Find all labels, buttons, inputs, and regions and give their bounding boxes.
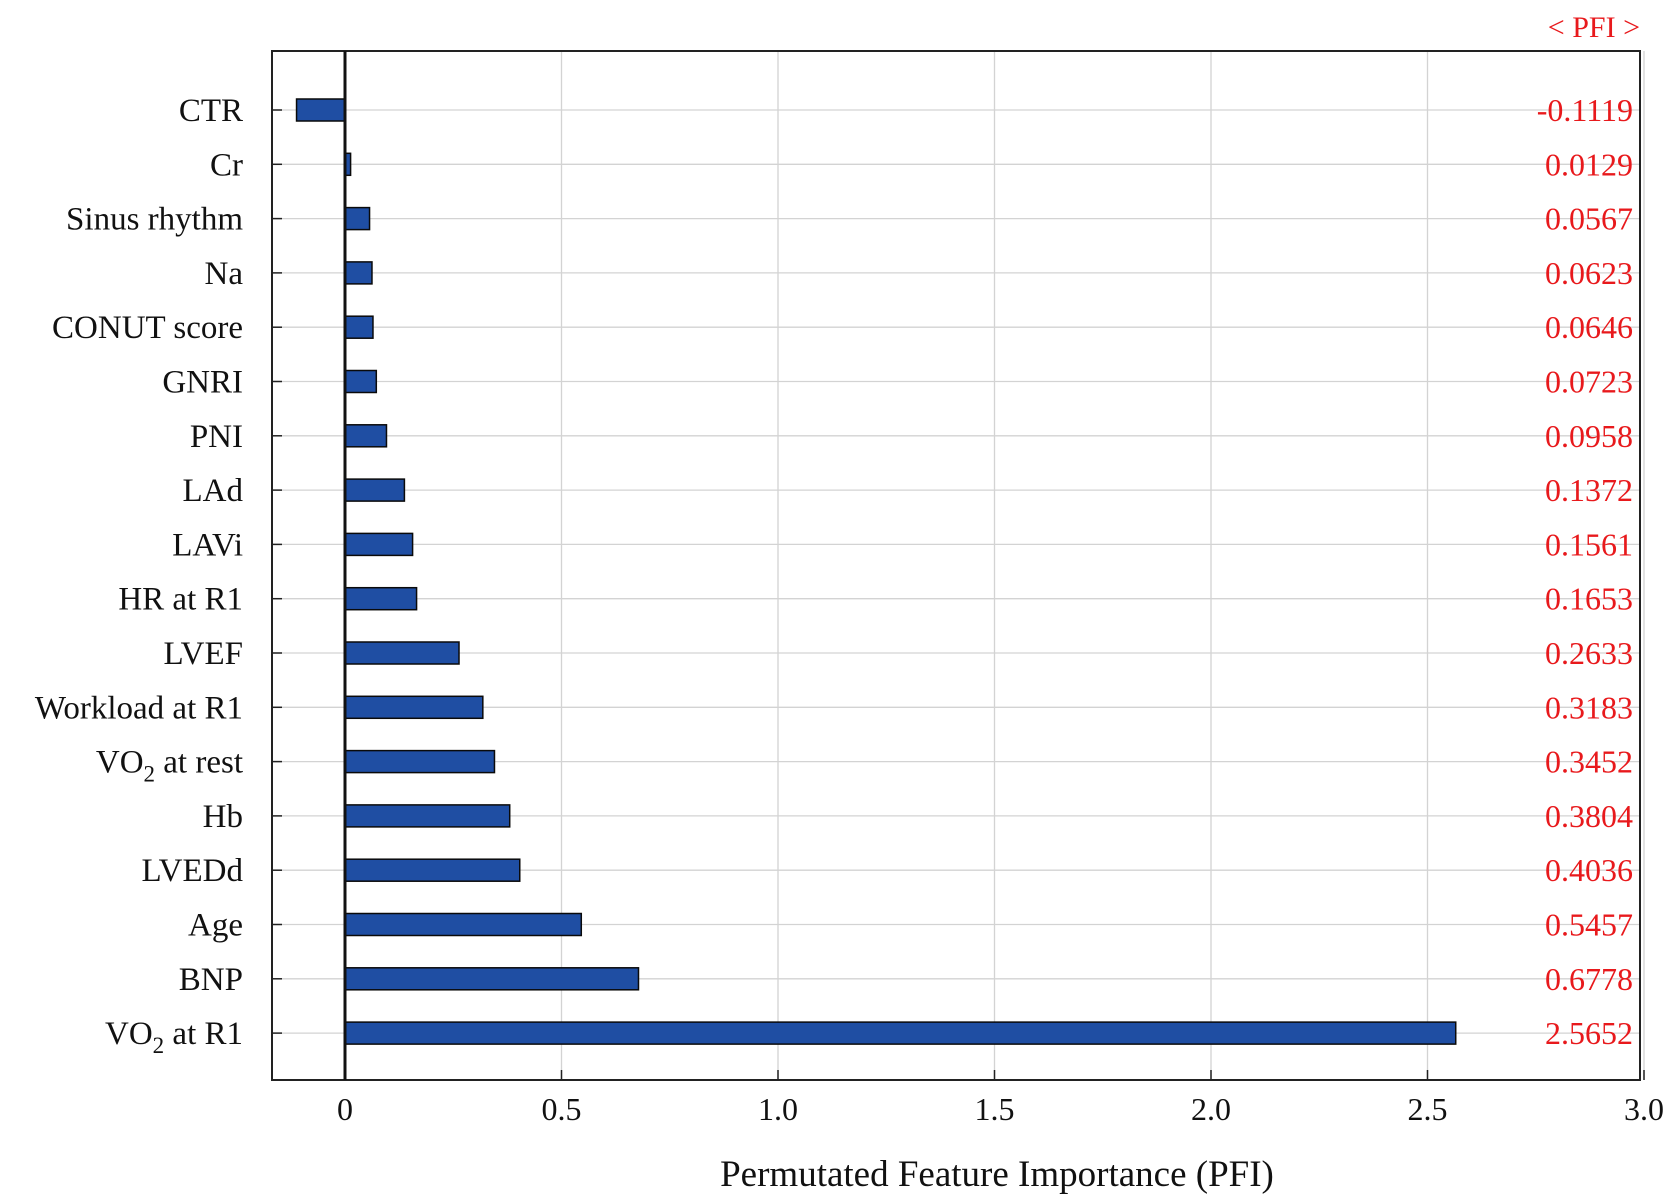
x-tick-label: 0.5 [542, 1091, 582, 1127]
bar [344, 695, 484, 720]
bar [344, 369, 378, 394]
value-label: -0.1119 [1537, 92, 1633, 128]
category-label: LVEF [164, 636, 243, 672]
plot-frame [271, 50, 1641, 1081]
category-label: Workload at R1 [35, 690, 243, 726]
grid-layer [272, 51, 1645, 1080]
category-label: BNP [179, 962, 243, 998]
x-tick-label: 3.0 [1624, 1091, 1664, 1127]
bar [344, 749, 496, 774]
value-label: 0.1372 [1545, 472, 1633, 508]
bar [344, 478, 406, 502]
bar [344, 424, 388, 448]
bar [344, 315, 374, 339]
value-label: 0.0129 [1545, 146, 1633, 182]
category-label: CTR [179, 93, 243, 129]
value-label: 0.0958 [1545, 418, 1633, 454]
category-label: Sinus rhythm [66, 202, 243, 238]
value-label: 0.0646 [1545, 309, 1633, 345]
category-label: GNRI [162, 365, 243, 401]
value-column-header: < PFI > [1548, 11, 1640, 44]
value-label: 0.3804 [1545, 798, 1633, 834]
category-label: LVEDd [142, 853, 244, 889]
category-label: Hb [203, 799, 243, 835]
category-label: HR at R1 [118, 582, 243, 618]
category-label: PNI [190, 419, 243, 455]
bar [344, 858, 521, 882]
bar [344, 261, 373, 285]
category-label: LAVi [172, 527, 243, 563]
x-tick-label: 1.0 [758, 1091, 798, 1127]
value-label: 2.5652 [1545, 1015, 1633, 1051]
category-label: CONUT score [52, 310, 243, 346]
axis-layer [271, 50, 1645, 1081]
bar [344, 586, 418, 611]
x-tick-label: 2.0 [1191, 1091, 1231, 1127]
x-axis-title: Permutated Feature Importance (PFI) [720, 1154, 1274, 1195]
value-label: 0.3452 [1545, 744, 1633, 780]
category-label: Age [188, 908, 243, 944]
category-label: Cr [210, 147, 243, 183]
value-label: 0.4036 [1545, 852, 1633, 888]
x-tick-label: 0 [337, 1091, 353, 1127]
bar [344, 967, 640, 991]
bar-layer [295, 98, 1457, 1045]
value-label: 0.3183 [1545, 689, 1633, 725]
value-label: 0.0723 [1545, 364, 1633, 400]
category-label: Na [205, 256, 244, 292]
bar [344, 1021, 1457, 1045]
value-label: 0.2633 [1545, 635, 1633, 671]
value-label: 0.0623 [1545, 255, 1633, 291]
x-tick-label: 2.5 [1408, 1091, 1448, 1127]
value-label: 0.1653 [1545, 581, 1633, 617]
value-label: 0.6778 [1545, 961, 1633, 997]
value-label: 0.5457 [1545, 907, 1633, 943]
bar [295, 98, 346, 122]
bar [344, 641, 460, 665]
value-label: 0.0567 [1545, 201, 1633, 237]
bar [344, 206, 371, 231]
label-layer: 0 0.5 1.0 1.5 2.0 2.5 3.0 CTR -0.1119 Cr 0.0129 Sin… [35, 92, 1664, 1127]
x-tick-label: 1.5 [975, 1091, 1015, 1127]
value-label: 0.1561 [1545, 526, 1633, 562]
category-label: VO2 at rest [96, 745, 243, 787]
bar [344, 912, 583, 937]
bar [344, 804, 511, 828]
category-label: VO2 at R1 [105, 1016, 243, 1058]
category-label: LAd [183, 473, 244, 509]
bar [344, 532, 414, 557]
